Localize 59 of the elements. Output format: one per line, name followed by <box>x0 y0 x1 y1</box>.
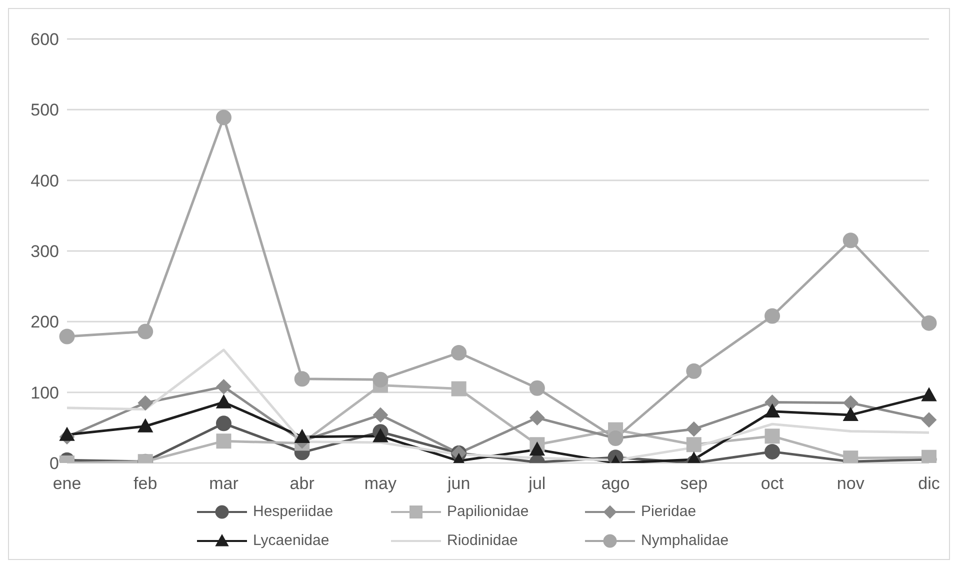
x-tick-label: abr <box>290 474 315 494</box>
point <box>921 315 937 331</box>
point <box>294 429 310 443</box>
point <box>372 407 388 422</box>
legend-label: Papilionidae <box>447 503 529 520</box>
point <box>922 388 936 402</box>
x-tick-label: dic <box>918 474 940 494</box>
x-tick-label: sep <box>680 474 708 494</box>
x-tick-label: ene <box>52 474 82 494</box>
point <box>60 427 74 441</box>
x-tick-label: ago <box>601 474 630 494</box>
point <box>842 232 858 248</box>
legend-label: Nymphalidae <box>641 532 729 549</box>
point <box>59 328 75 344</box>
point <box>372 372 388 388</box>
point <box>216 434 232 449</box>
point <box>216 416 232 432</box>
y-tick-label: 0 <box>50 454 59 474</box>
point <box>451 345 467 361</box>
x-tick-label: feb <box>134 474 158 494</box>
point <box>764 428 780 444</box>
point <box>530 410 545 426</box>
point <box>216 110 232 126</box>
legend-label: Hesperiidae <box>253 503 334 520</box>
x-tick-label: may <box>364 474 398 494</box>
point <box>138 324 154 340</box>
point <box>922 412 936 428</box>
point <box>530 442 545 456</box>
y-tick-label: 300 <box>30 242 59 262</box>
x-tick-label: jul <box>528 474 546 494</box>
legend-label: Lycaenidae <box>253 532 330 549</box>
y-tick-label: 600 <box>30 30 59 50</box>
y-tick-label: 200 <box>30 312 59 332</box>
point <box>686 422 702 437</box>
point <box>764 444 780 460</box>
x-tick-label: nov <box>836 474 865 494</box>
x-tick-label: mar <box>209 474 239 494</box>
y-tick-label: 100 <box>30 383 59 402</box>
point <box>764 404 780 418</box>
point <box>216 394 232 408</box>
point <box>686 363 702 379</box>
point <box>138 418 153 432</box>
point <box>686 437 702 452</box>
legend-label: Pieridae <box>641 503 696 520</box>
y-tick-label: 400 <box>30 171 59 190</box>
point <box>764 308 780 324</box>
point <box>529 380 545 396</box>
point <box>294 371 310 387</box>
point <box>372 428 388 442</box>
point <box>843 395 858 410</box>
y-tick-label: 500 <box>30 100 59 120</box>
point <box>843 407 858 422</box>
point <box>216 379 232 394</box>
legend-label: Riodinidae <box>447 532 518 549</box>
point <box>138 395 153 410</box>
line-series <box>66 348 930 462</box>
point <box>451 381 466 396</box>
x-tick-label: jun <box>446 474 470 494</box>
x-tick-label: oct <box>760 474 784 494</box>
